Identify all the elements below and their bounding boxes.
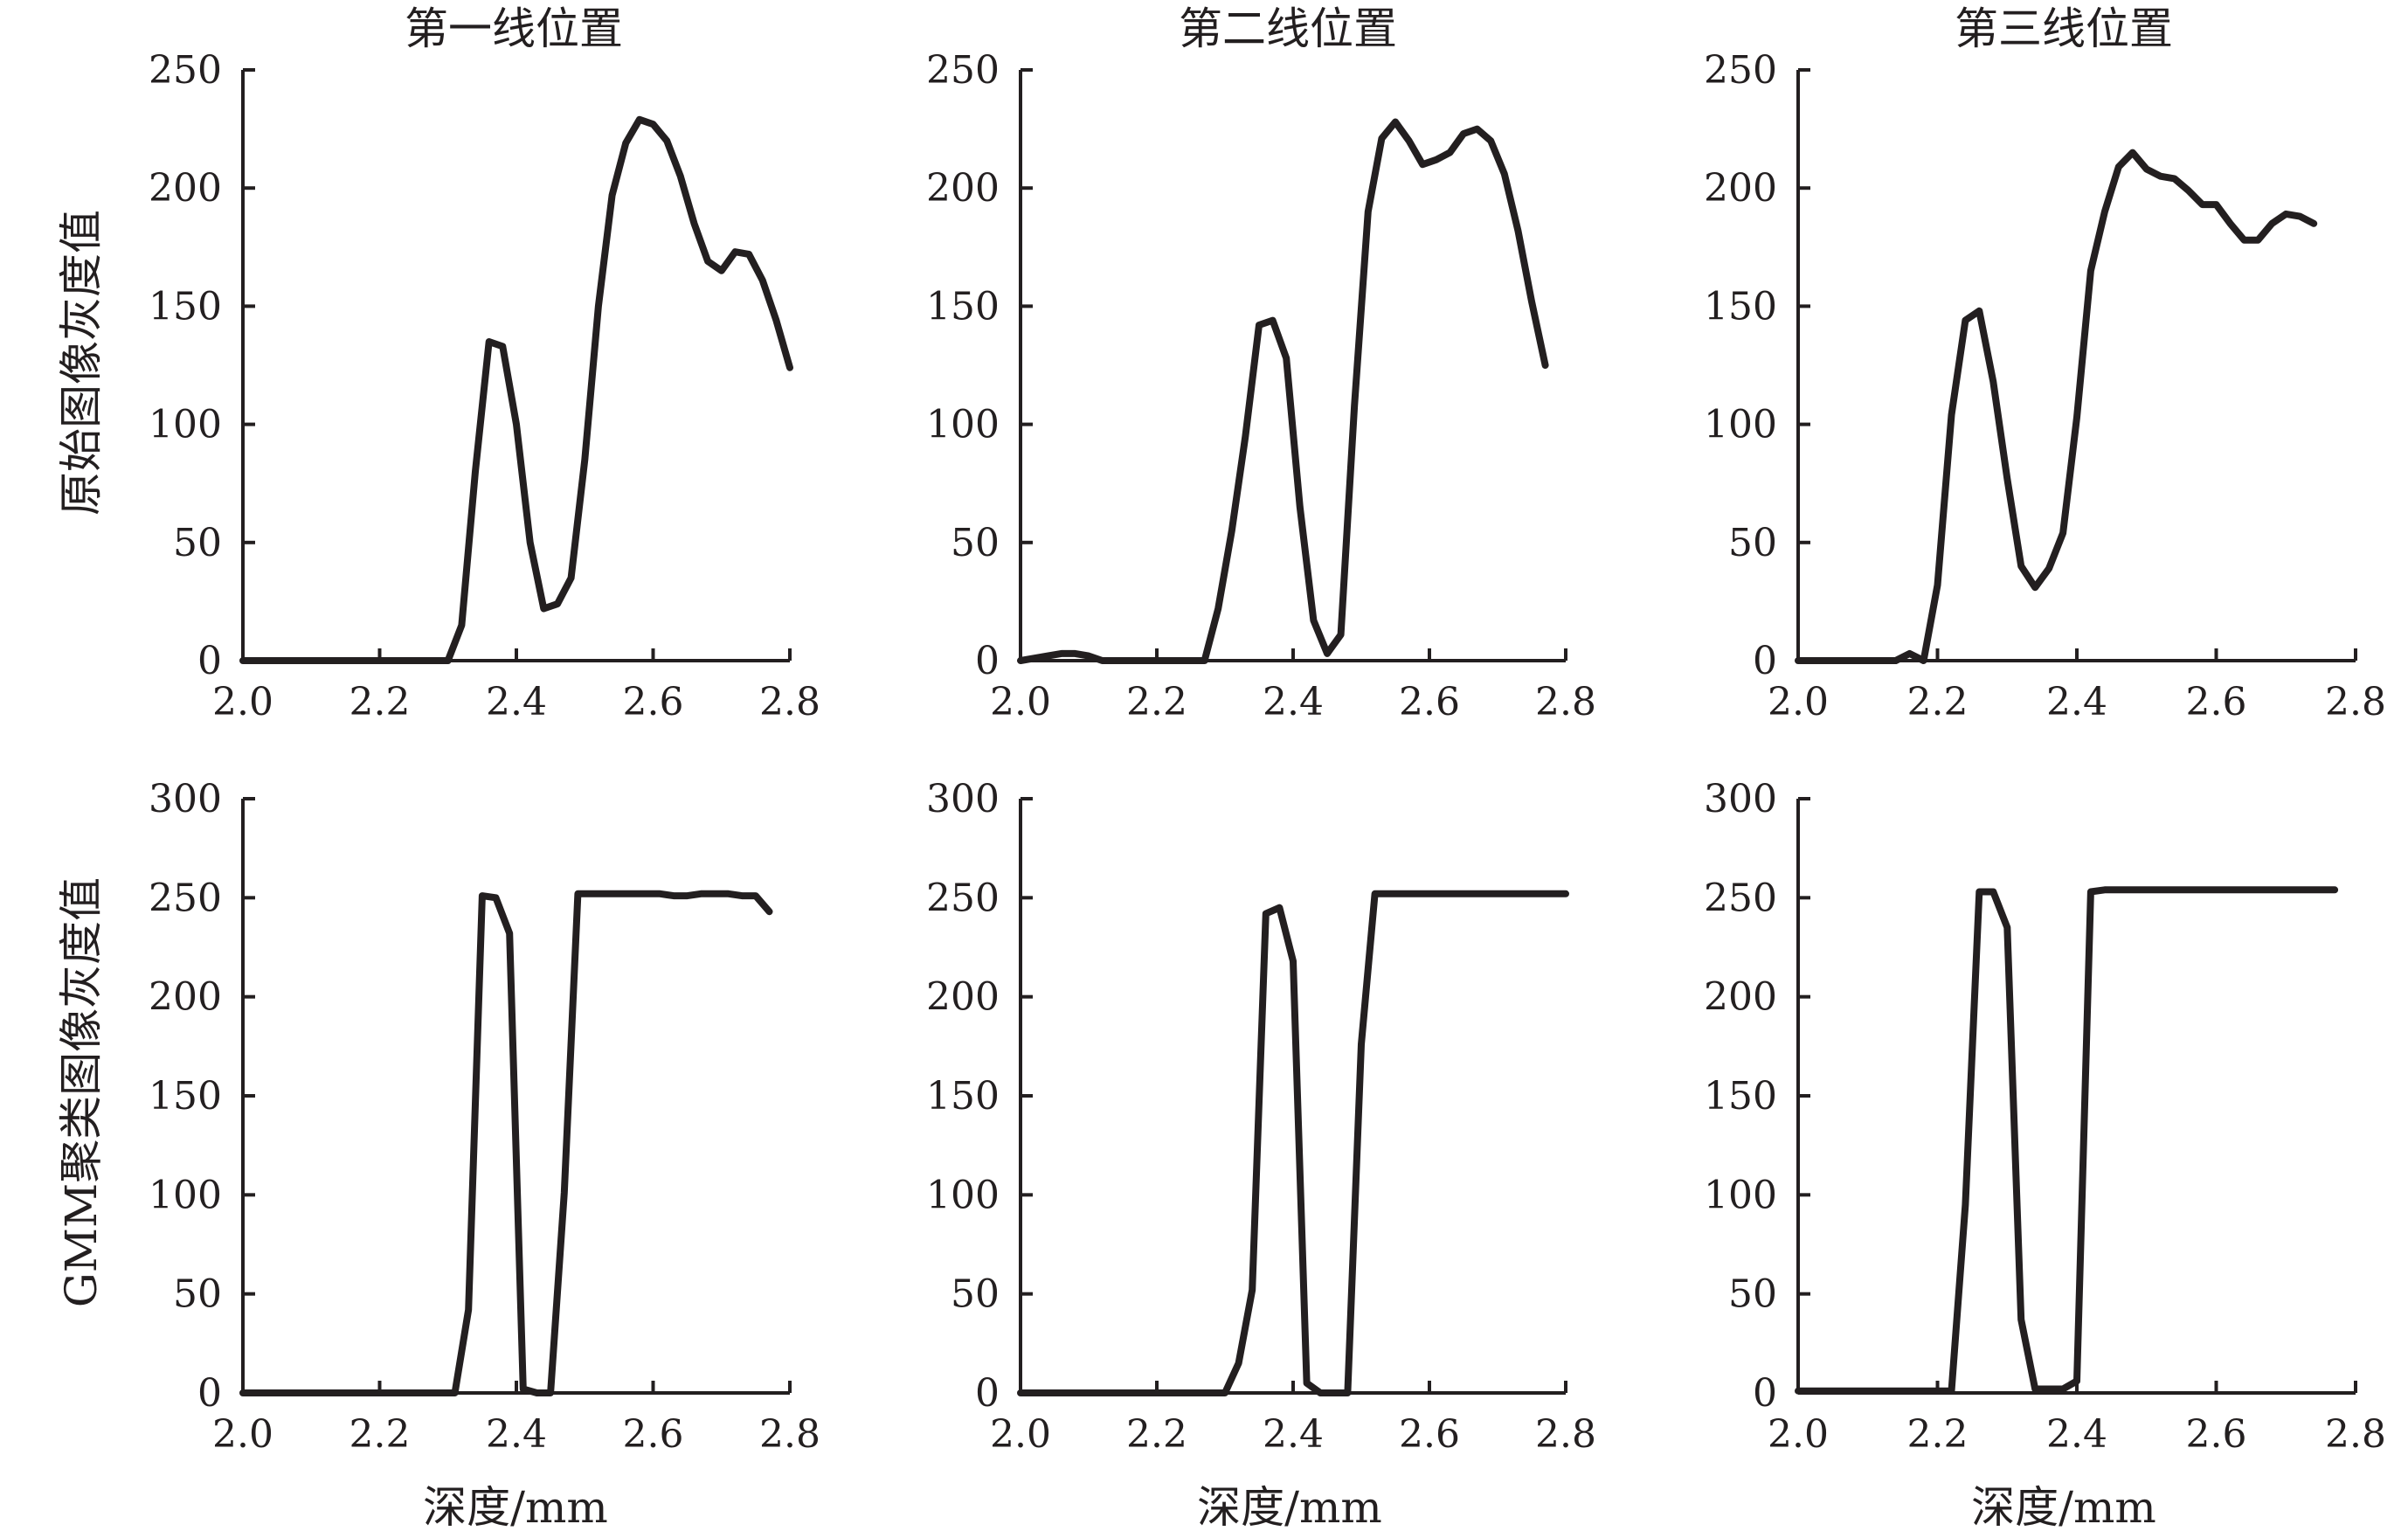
xlabel-col1: 深度/mm (423, 1482, 608, 1533)
chart-row1-col2: 0 50 100 150 200 250 2.0 2.2 2.4 2.6 2.8 (926, 48, 1596, 724)
y-tick-label: 250 (1704, 876, 1777, 920)
y-tick-label: 250 (1704, 48, 1777, 93)
y-tick-label: 150 (926, 1074, 1000, 1119)
y-tick-label: 250 (926, 48, 1000, 93)
x-tick-label: 2.8 (759, 680, 820, 724)
x-tick-label: 2.2 (1907, 1412, 1969, 1457)
series-line (1795, 886, 2339, 1395)
x-tick-label: 2.4 (486, 680, 547, 724)
x-tick-label: 2.0 (990, 680, 1051, 724)
y-tick-label: 200 (149, 975, 222, 1020)
series-line (1795, 149, 2318, 664)
y-tick-label: 100 (926, 403, 1000, 447)
x-tick-label: 2.6 (1399, 680, 1460, 724)
x-tick-label: 2.8 (1535, 1412, 1596, 1457)
x-tick-label: 2.8 (1535, 680, 1596, 724)
y-tick-label: 50 (173, 521, 222, 565)
y-tick-label: 150 (926, 284, 1000, 329)
y-tick-label: 50 (1728, 1272, 1777, 1317)
x-tick-label: 2.6 (2186, 680, 2247, 724)
x-tick-label: 2.4 (1263, 1412, 1324, 1457)
y-tick-label: 100 (149, 1173, 222, 1217)
series-line (1017, 118, 1549, 664)
x-tick-label: 2.0 (212, 1412, 273, 1457)
y-tick-label: 50 (951, 521, 1000, 565)
y-tick-label: 50 (951, 1272, 1000, 1317)
chart-row2-col1: 0 50 100 150 200 250 300 2.0 2.2 2.4 2.6 2.8 (149, 777, 820, 1457)
x-tick-label: 2.6 (2186, 1412, 2247, 1457)
x-tick-label: 2.4 (486, 1412, 547, 1457)
x-tick-label: 2.0 (1768, 1412, 1829, 1457)
series-line (1017, 890, 1569, 1396)
y-tick-label: 200 (926, 166, 1000, 211)
y-tick-label: 100 (149, 403, 222, 447)
y-tick-label: 300 (1704, 777, 1777, 821)
y-tick-label: 200 (926, 975, 1000, 1020)
x-tick-label: 2.2 (349, 1412, 411, 1457)
x-tick-label: 2.0 (212, 680, 273, 724)
y-tick-label: 0 (975, 639, 1000, 683)
x-tick-label: 2.4 (2046, 1412, 2107, 1457)
x-tick-label: 2.2 (1126, 1412, 1187, 1457)
y-tick-label: 250 (149, 876, 222, 920)
y-tick-label: 150 (149, 1074, 222, 1119)
x-tick-label: 2.2 (349, 680, 411, 724)
y-tick-label: 0 (1753, 639, 1777, 683)
x-tick-label: 2.4 (2046, 680, 2107, 724)
y-tick-label: 0 (197, 1371, 222, 1416)
y-tick-label: 100 (1704, 403, 1777, 447)
y-tick-label: 150 (1704, 284, 1777, 329)
y-tick-label: 100 (1704, 1173, 1777, 1217)
col-title-1: 第一线位置 (405, 3, 623, 54)
x-tick-label: 2.6 (623, 1412, 684, 1457)
y-tick-label: 250 (149, 48, 222, 93)
y-tick-label: 150 (1704, 1074, 1777, 1119)
y-tick-label: 0 (975, 1371, 1000, 1416)
chart-row2-col3: 0 50 100 150 200 250 300 2.0 2.2 2.4 2.6 2.8 (1704, 777, 2386, 1457)
x-tick-label: 2.2 (1907, 680, 1969, 724)
x-tick-label: 2.2 (1126, 680, 1187, 724)
x-tick-label: 2.6 (623, 680, 684, 724)
y-tick-label: 50 (1728, 521, 1777, 565)
y-tick-label: 0 (197, 639, 222, 683)
y-tick-label: 150 (149, 284, 222, 329)
row1-ylabel: 原始图像灰度值 (56, 210, 107, 516)
col-title-2: 第二线位置 (1179, 3, 1397, 54)
y-tick-label: 250 (926, 876, 1000, 920)
x-tick-label: 2.8 (2325, 680, 2386, 724)
y-tick-label: 200 (1704, 166, 1777, 211)
xlabel-col2: 深度/mm (1197, 1482, 1382, 1533)
series-line (239, 890, 773, 1396)
xlabel-col3: 深度/mm (1971, 1482, 2156, 1533)
chart-row2-col2: 0 50 100 150 200 250 300 2.0 2.2 2.4 2.6 2.8 (926, 777, 1596, 1457)
x-tick-label: 2.0 (1768, 680, 1829, 724)
y-tick-label: 200 (1704, 975, 1777, 1020)
y-tick-label: 300 (149, 777, 222, 821)
chart-row1-col1: 0 50 100 150 200 250 2.0 2.2 2.4 2.6 2.8 (149, 48, 820, 724)
y-tick-label: 100 (926, 1173, 1000, 1217)
col-title-3: 第三线位置 (1955, 3, 2173, 54)
x-tick-label: 2.4 (1263, 680, 1324, 724)
y-tick-label: 50 (173, 1272, 222, 1317)
y-tick-label: 0 (1753, 1371, 1777, 1416)
x-tick-label: 2.8 (759, 1412, 820, 1457)
x-tick-label: 2.8 (2325, 1412, 2386, 1457)
x-tick-label: 2.0 (990, 1412, 1051, 1457)
y-tick-label: 300 (926, 777, 1000, 821)
chart-row1-col3: 0 50 100 150 200 250 2.0 2.2 2.4 2.6 2.8 (1704, 48, 2386, 724)
y-tick-label: 200 (149, 166, 222, 211)
row2-ylabel: GMM聚类图像灰度值 (56, 877, 107, 1307)
x-tick-label: 2.6 (1399, 1412, 1460, 1457)
series-line (239, 115, 793, 664)
